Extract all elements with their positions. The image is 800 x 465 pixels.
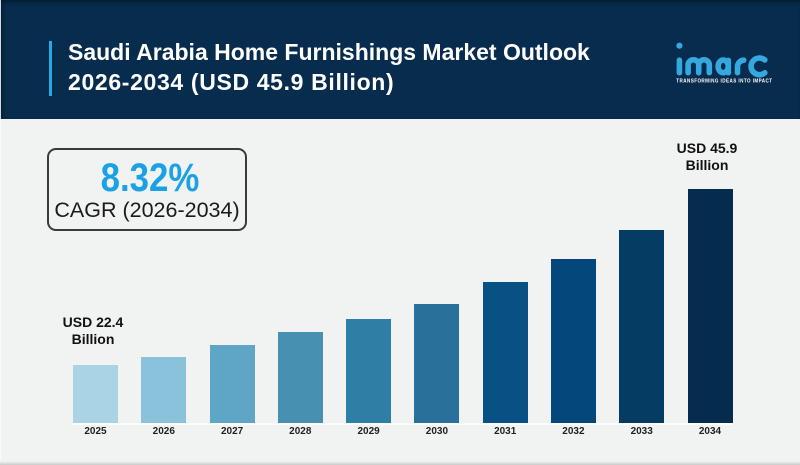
svg-text:TRANSFORMING IDEAS INTO IMPACT: TRANSFORMING IDEAS INTO IMPACT	[676, 78, 772, 84]
